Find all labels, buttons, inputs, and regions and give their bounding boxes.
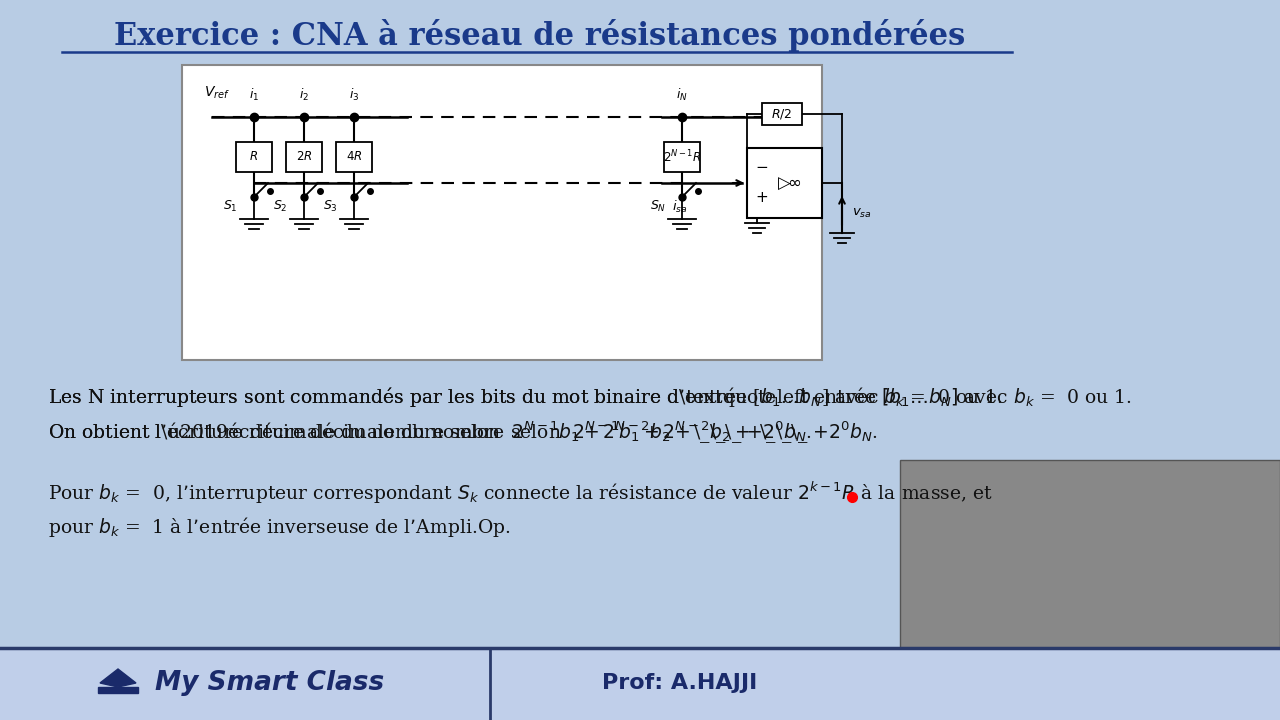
Text: $R/2$: $R/2$ bbox=[772, 107, 792, 121]
Bar bbox=[182, 65, 822, 360]
Text: $S_2$: $S_2$ bbox=[274, 199, 288, 214]
Text: $S_1$: $S_1$ bbox=[223, 199, 238, 214]
Text: On obtient l’écriture décimale du nombre selon  $2^{N-1}b_1+2^{N-2}b_2 + $\_\_\_: On obtient l’écriture décimale du nombre… bbox=[49, 420, 812, 446]
Text: Les N interrupteurs sont commandés par les bits du mot binaire d\textquoteleft e: Les N interrupteurs sont commandés par l… bbox=[49, 385, 1132, 409]
Text: $i_2$: $i_2$ bbox=[300, 87, 308, 103]
Text: $i_N$: $i_N$ bbox=[676, 87, 687, 103]
Text: $+$: $+$ bbox=[755, 191, 768, 205]
Text: $2R$: $2R$ bbox=[296, 150, 312, 163]
Text: $R$: $R$ bbox=[250, 150, 259, 163]
Bar bbox=[285, 142, 323, 172]
Text: $v_{sa}$: $v_{sa}$ bbox=[852, 207, 872, 220]
Text: Prof: A.HAJJI: Prof: A.HAJJI bbox=[603, 673, 758, 693]
Bar bbox=[335, 142, 372, 172]
Text: $i_{sa}$: $i_{sa}$ bbox=[672, 199, 687, 215]
Bar bbox=[900, 460, 1280, 720]
Text: $i_1$: $i_1$ bbox=[248, 87, 259, 103]
Polygon shape bbox=[100, 669, 136, 687]
Text: $S_N$: $S_N$ bbox=[650, 199, 666, 214]
Text: $V_{ref}$: $V_{ref}$ bbox=[204, 85, 230, 102]
Text: Les N interrupteurs sont commandés par les bits du mot binaire d’entrée [$b_1$..: Les N interrupteurs sont commandés par l… bbox=[49, 385, 1002, 409]
Text: $S_3$: $S_3$ bbox=[323, 199, 338, 214]
Text: Pour $b_k$ =  0, l’interrupteur correspondant $S_k$ connecte la résistance de va: Pour $b_k$ = 0, l’interrupteur correspon… bbox=[49, 480, 993, 506]
Text: $i_3$: $i_3$ bbox=[349, 87, 360, 103]
Text: $-$: $-$ bbox=[755, 158, 768, 174]
Polygon shape bbox=[99, 687, 138, 693]
Bar bbox=[0, 648, 1280, 720]
Text: My Smart Class: My Smart Class bbox=[155, 670, 384, 696]
Bar bbox=[748, 148, 822, 218]
Text: $4R$: $4R$ bbox=[346, 150, 362, 163]
Text: On obtient l\u2019écriture décimale du nombre selon  $2^{N-1}b_1+2^{N-2}b_2 +$ \: On obtient l\u2019écriture décimale du n… bbox=[49, 420, 878, 446]
Bar bbox=[762, 103, 803, 125]
Text: pour $b_k$ =  1 à l’entrée inverseuse de l’Ampli.Op.: pour $b_k$ = 1 à l’entrée inverseuse de … bbox=[49, 515, 511, 539]
Text: $\triangleright\!\infty$: $\triangleright\!\infty$ bbox=[777, 174, 801, 192]
Bar bbox=[236, 142, 273, 172]
Text: Exercice : CNA à réseau de résistances pondérées: Exercice : CNA à réseau de résistances p… bbox=[114, 19, 965, 52]
Bar bbox=[664, 142, 700, 172]
Text: $2^{N-1}R$: $2^{N-1}R$ bbox=[663, 149, 701, 166]
